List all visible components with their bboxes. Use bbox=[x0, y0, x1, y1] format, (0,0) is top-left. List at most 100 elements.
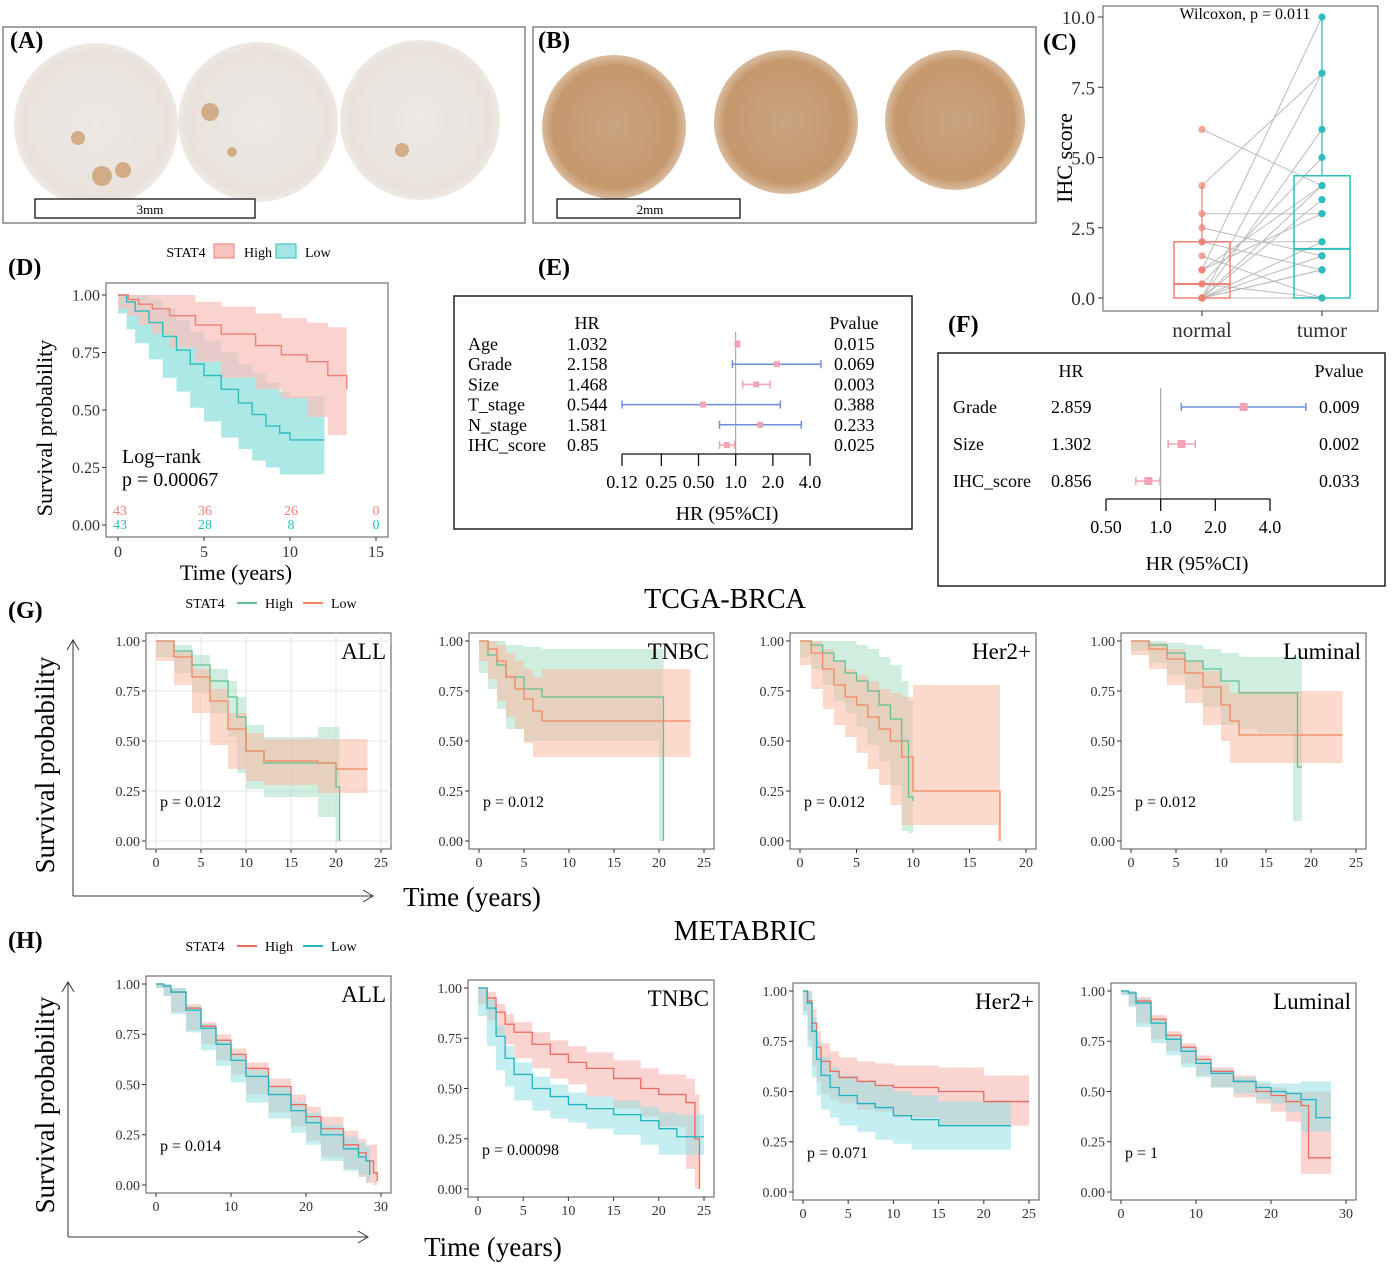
hr-column-header: HR bbox=[1058, 361, 1083, 381]
y-tick-label: 0.75 bbox=[439, 685, 464, 700]
x-tick-label: 5 bbox=[521, 856, 528, 871]
forest-tick-label: 4.0 bbox=[799, 472, 822, 492]
point-normal bbox=[1198, 294, 1206, 302]
y-tick-label: 0.25 bbox=[763, 1136, 788, 1151]
y-tick-label: 0.00 bbox=[116, 1179, 141, 1194]
y-tick-label: 0.25 bbox=[439, 785, 464, 800]
legend-label-low: Low bbox=[331, 597, 358, 612]
subplot-title: TNBC bbox=[648, 639, 709, 664]
legend-key-low bbox=[275, 243, 297, 259]
y-tick-label: 0.50 bbox=[760, 735, 785, 750]
x-tick-label: 5 bbox=[1173, 856, 1180, 871]
forest-tick-label: 1.0 bbox=[724, 472, 747, 492]
x-tick-label: 25 bbox=[697, 856, 711, 871]
x-tick-label: 10 bbox=[282, 544, 298, 561]
y-axis-label: IHC score bbox=[1052, 113, 1077, 203]
x-axis-label: Time (years) bbox=[424, 1232, 562, 1262]
plot-frame bbox=[1102, 5, 1379, 312]
x-tick-label: 5 bbox=[520, 1204, 527, 1219]
y-tick-label: 0.00 bbox=[72, 518, 100, 535]
tissue-core-b3 bbox=[885, 50, 1025, 190]
x-tick-label: 25 bbox=[374, 856, 388, 871]
y-tick-label: 1.00 bbox=[116, 635, 141, 650]
panel-h-title: METABRIC bbox=[674, 916, 816, 947]
pair-line bbox=[1201, 16, 1323, 271]
point-normal bbox=[1198, 266, 1206, 274]
y-axis-label: Survival probability bbox=[30, 996, 60, 1213]
subplot-tnbc: 0.00 0.25 0.50 0.75 1.00 0 5 10 15 20 25 TNBC p = 0.… bbox=[438, 979, 715, 1219]
panel-label-h: (H) bbox=[8, 928, 43, 954]
panel-label-a: (A) bbox=[10, 28, 43, 54]
point-tumor bbox=[1318, 294, 1326, 302]
forest-tick-label: 1.0 bbox=[1149, 517, 1172, 537]
forest-tick-label: 0.25 bbox=[646, 472, 678, 492]
y-tick-label: 0.50 bbox=[438, 1082, 463, 1097]
point-normal bbox=[1198, 280, 1206, 288]
hr-point bbox=[753, 381, 760, 388]
panel-label-g: (G) bbox=[8, 598, 43, 624]
low-survival-curve bbox=[479, 640, 691, 722]
x-tick-label: 10 bbox=[239, 856, 253, 871]
x-tick-label: 5 bbox=[198, 856, 205, 871]
panel-e-forest: HR Pvalue Age 1.032 0.015 Grade 2.158 0.069 Size… bbox=[453, 295, 913, 530]
p-value: 0.069 bbox=[834, 354, 875, 374]
subplot-title: Luminal bbox=[1273, 989, 1351, 1014]
y-tick-label: 0.75 bbox=[116, 685, 141, 700]
risk-count-low: 0 bbox=[373, 518, 380, 533]
hr-value: 1.581 bbox=[567, 415, 608, 435]
risk-count-low: 43 bbox=[113, 518, 127, 533]
panel-label-c: (C) bbox=[1043, 30, 1076, 56]
y-tick-label: 0.25 bbox=[1091, 785, 1116, 800]
tissue-core-b2 bbox=[714, 50, 858, 194]
variable-name: Grade bbox=[953, 397, 997, 417]
x-axis-arrow bbox=[68, 1230, 369, 1244]
forest-tick-label: 0.50 bbox=[683, 472, 715, 492]
x-tick-label: 20 bbox=[1264, 1207, 1278, 1222]
x-tick-label: 5 bbox=[200, 544, 208, 561]
y-tick-label: 0.00 bbox=[760, 835, 785, 850]
legend-key-high bbox=[213, 243, 235, 259]
point-tumor bbox=[1318, 196, 1326, 204]
x-tick-label: 20 bbox=[299, 1200, 313, 1215]
risk-count-low: 28 bbox=[198, 518, 212, 533]
subplot-luminal: 0.00 0.25 0.50 0.75 1.00 0 5 10 15 20 25 Luminal p =… bbox=[1091, 632, 1367, 871]
p-value: 0.388 bbox=[834, 395, 875, 415]
scale-bar-b bbox=[556, 198, 741, 219]
x-tick-label: 10 bbox=[906, 856, 920, 871]
y-tick-label: 0.00 bbox=[439, 835, 464, 850]
x-tick-label: 15 bbox=[963, 856, 977, 871]
subplot-pvalue: p = 0.071 bbox=[807, 1145, 868, 1162]
hr-point bbox=[773, 361, 780, 368]
y-axis-label: Survival probability bbox=[30, 656, 60, 873]
high-ci-band bbox=[118, 295, 347, 436]
p-value: 0.025 bbox=[834, 435, 875, 455]
y-tick-label: 5.0 bbox=[1071, 149, 1095, 170]
y-tick-label: 0.50 bbox=[116, 735, 141, 750]
subplot-title: Luminal bbox=[1283, 639, 1361, 664]
hr-value: 2.859 bbox=[1051, 397, 1092, 417]
point-tumor bbox=[1318, 266, 1326, 274]
y-tick-label: 1.00 bbox=[1091, 635, 1116, 650]
forest-x-label: HR (95%CI) bbox=[676, 503, 779, 525]
p-value: 0.009 bbox=[1319, 397, 1360, 417]
y-tick-label: 0.25 bbox=[116, 1129, 141, 1144]
subplot-title: Her2+ bbox=[975, 989, 1034, 1014]
point-tumor bbox=[1318, 210, 1326, 218]
subplot-all: 0.00 0.25 0.50 0.75 1.00 0 10 20 30 ALL p = 0.014 bbox=[116, 975, 392, 1215]
p-value: 0.233 bbox=[834, 415, 875, 435]
high-ci-band bbox=[478, 988, 700, 1189]
panel-label-d: (D) bbox=[8, 255, 41, 281]
pair-line bbox=[1201, 269, 1323, 299]
y-axis-label: Survival probability bbox=[32, 340, 57, 517]
pair-line bbox=[1201, 283, 1323, 299]
x-axis-label: Time (years) bbox=[180, 560, 292, 585]
variable-name: Size bbox=[468, 374, 499, 394]
subplot-title: Her2+ bbox=[972, 639, 1031, 664]
y-tick-label: 1.00 bbox=[72, 288, 100, 305]
legend-label-high: High bbox=[244, 246, 272, 261]
hr-point bbox=[723, 442, 730, 448]
pvalue-column-header: Pvalue bbox=[830, 313, 879, 333]
x-tick-label: 15 bbox=[1259, 856, 1273, 871]
x-tick-label: 15 bbox=[284, 856, 298, 871]
subplot-title: ALL bbox=[341, 639, 386, 664]
